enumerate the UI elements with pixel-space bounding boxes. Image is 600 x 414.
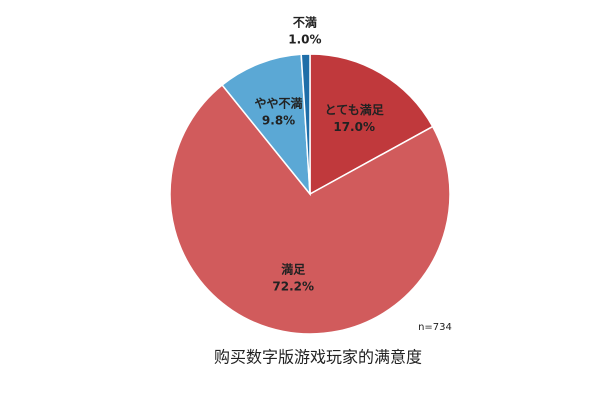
slice-label: とても満足 — [325, 102, 384, 117]
chart-title: 购买数字版游戏玩家的满意度 — [214, 348, 422, 367]
sample-note: n=734 — [418, 322, 452, 333]
pie-slice — [300, 53, 311, 195]
pie-slice — [221, 53, 311, 197]
slice-value-label: 72.2% — [272, 280, 314, 294]
slice-value-label: 1.0% — [288, 33, 321, 47]
pie-slice — [169, 83, 451, 335]
pie-slice — [309, 53, 434, 196]
slice-label: 満足 — [281, 262, 305, 277]
slice-label: 不満 — [293, 15, 317, 30]
slice-value-label: 9.8% — [262, 114, 295, 128]
slice-label: やや不満 — [255, 96, 303, 111]
slice-value-label: 17.0% — [333, 120, 375, 134]
